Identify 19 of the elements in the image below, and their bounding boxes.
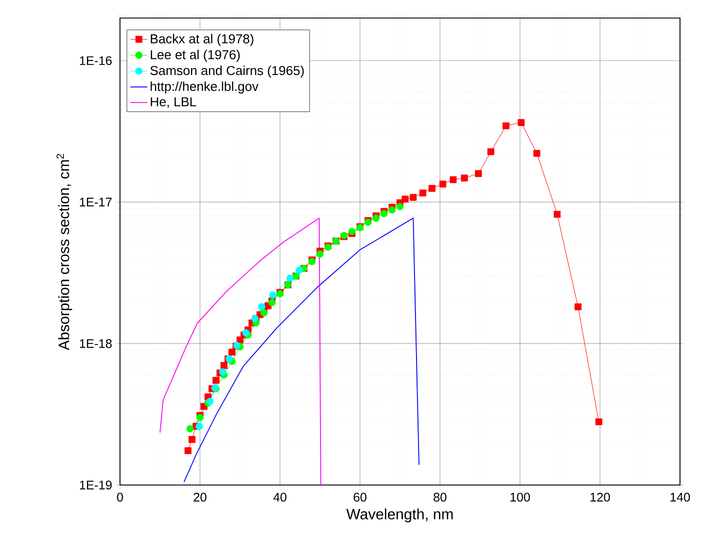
legend-label: Backx at al (1978): [150, 34, 254, 46]
x-tick-label: 140: [670, 492, 690, 502]
x-tick-label: 80: [434, 492, 446, 502]
legend-label: He, LBL: [150, 97, 196, 108]
x-tick-label: 20: [194, 492, 206, 502]
legend-label: Lee et al (1976): [150, 50, 240, 62]
y-tick-label: 1E-19: [80, 480, 112, 490]
x-tick-label: 60: [354, 492, 366, 502]
x-tick-label: 0: [117, 492, 123, 502]
x-tick-label: 40: [273, 492, 286, 502]
y-axis-title: Absorption cross section, cm$^{2}$: [56, 154, 72, 350]
x-tick-label: 100: [510, 492, 530, 502]
y-tick-label: 1E-16: [80, 56, 112, 66]
legend-label: http://henke.lbl.gov: [150, 81, 258, 94]
y-tick-label: 1E-18: [80, 339, 112, 348]
legend-label: Samson and Cairns (1965): [150, 66, 304, 78]
x-tick-label: 120: [590, 492, 610, 502]
x-axis-title: Wavelength, nm: [346, 508, 453, 522]
y-tick-label: 1E-17: [80, 198, 112, 206]
